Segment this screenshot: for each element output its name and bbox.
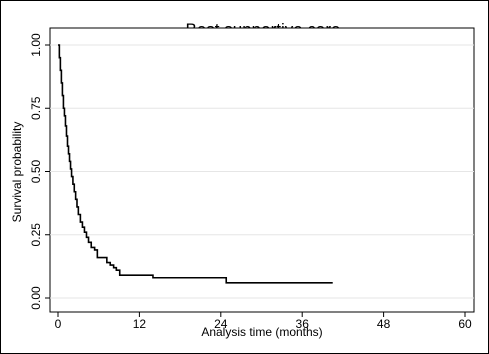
- x-tick-label: 36: [296, 317, 310, 331]
- grid-lines: [50, 44, 474, 299]
- y-tick-label: 0.00: [29, 286, 43, 310]
- x-tick-label: 60: [458, 317, 472, 331]
- x-tick-label: 0: [55, 317, 62, 331]
- plot-area: [49, 27, 475, 313]
- x-tick-label: 12: [133, 317, 147, 331]
- y-tick-label: 0.75: [29, 96, 43, 120]
- x-tick-label: 24: [214, 317, 228, 331]
- y-axis-label: Survival probability: [10, 122, 24, 223]
- x-ticks: 0 12 24 36 48 60: [55, 312, 472, 331]
- y-tick-label: 0.25: [29, 223, 43, 247]
- y-tick-label: 0.50: [29, 159, 43, 183]
- series-layer: [58, 44, 333, 284]
- survival-curve: [58, 44, 333, 284]
- y-ticks: 0.00 0.25 0.50 0.75 1.00: [29, 33, 50, 310]
- x-tick-label: 48: [377, 317, 391, 331]
- y-tick-label: 1.00: [29, 33, 43, 57]
- x-axis-label: Analysis time (months): [201, 325, 322, 339]
